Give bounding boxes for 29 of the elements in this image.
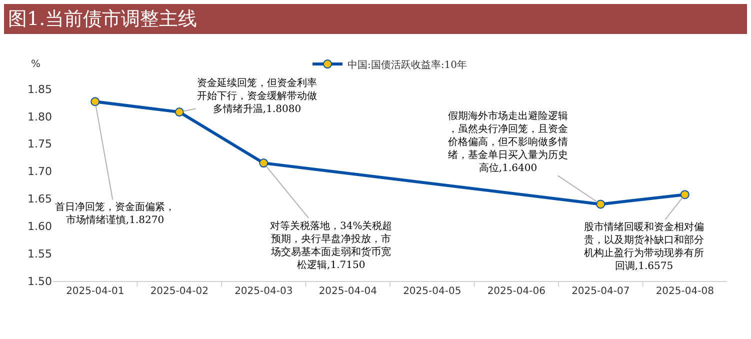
- annotation: 对等关税落地，34%关税超预期，央行早盘净投放，市场交易基本面走弱和货币宽松逻辑,1.7150: [270, 220, 392, 271]
- y-tick-label: 1.55: [28, 247, 52, 260]
- annotation: 股市情绪回暖和资金相对偏贵，以及期货补缺口和部分机构止盈行为带动现券有所回调,1.6575: [584, 221, 704, 272]
- point: [90, 97, 100, 106]
- annotation: 首日净回笼，资金面偏紧，市场情绪谨慎,1.8270: [55, 201, 175, 226]
- annotation: 假期海外市场走出避险逻辑，虽然央行净回笼，且资金价格偏高，但不影响做多情绪，基金单日买入量为历史高位,1.6400: [447, 110, 568, 174]
- y-tick-label: 1.80: [28, 110, 52, 124]
- y-tick-label: 1.70: [28, 165, 52, 178]
- point: [596, 200, 606, 209]
- point: [680, 190, 690, 200]
- annotation: 资金延续回笼，但资金利率开始下行，资金缓解带动做多情绪升温,1.8080: [197, 77, 317, 115]
- y-tick-label: 1.75: [28, 138, 52, 151]
- x-tick-label: 2025-04-04: [318, 286, 377, 297]
- point: [174, 108, 184, 117]
- point: [259, 158, 268, 168]
- x-tick-label: 2025-04-06: [487, 286, 546, 297]
- x-tick-label: 2025-04-05: [403, 286, 462, 297]
- y-tick-label: 1.60: [28, 220, 52, 233]
- x-tick-label: 2025-04-03: [234, 286, 293, 297]
- chart-title: 图1.当前债市调整主线: [4, 4, 747, 34]
- y-axis-title: %: [31, 59, 41, 70]
- y-tick-label: 1.85: [28, 82, 52, 96]
- x-tick-label: 2025-04-01: [66, 286, 124, 297]
- y-tick-label: 1.50: [28, 274, 52, 288]
- x-tick-label: 2025-04-07: [572, 286, 630, 297]
- x-tick-label: 2025-04-08: [656, 286, 714, 297]
- y-tick-label: 1.65: [28, 192, 52, 206]
- x-tick-label: 2025-04-02: [150, 286, 208, 297]
- legend-label: 中国:国债活跃收益率:10年: [348, 58, 467, 71]
